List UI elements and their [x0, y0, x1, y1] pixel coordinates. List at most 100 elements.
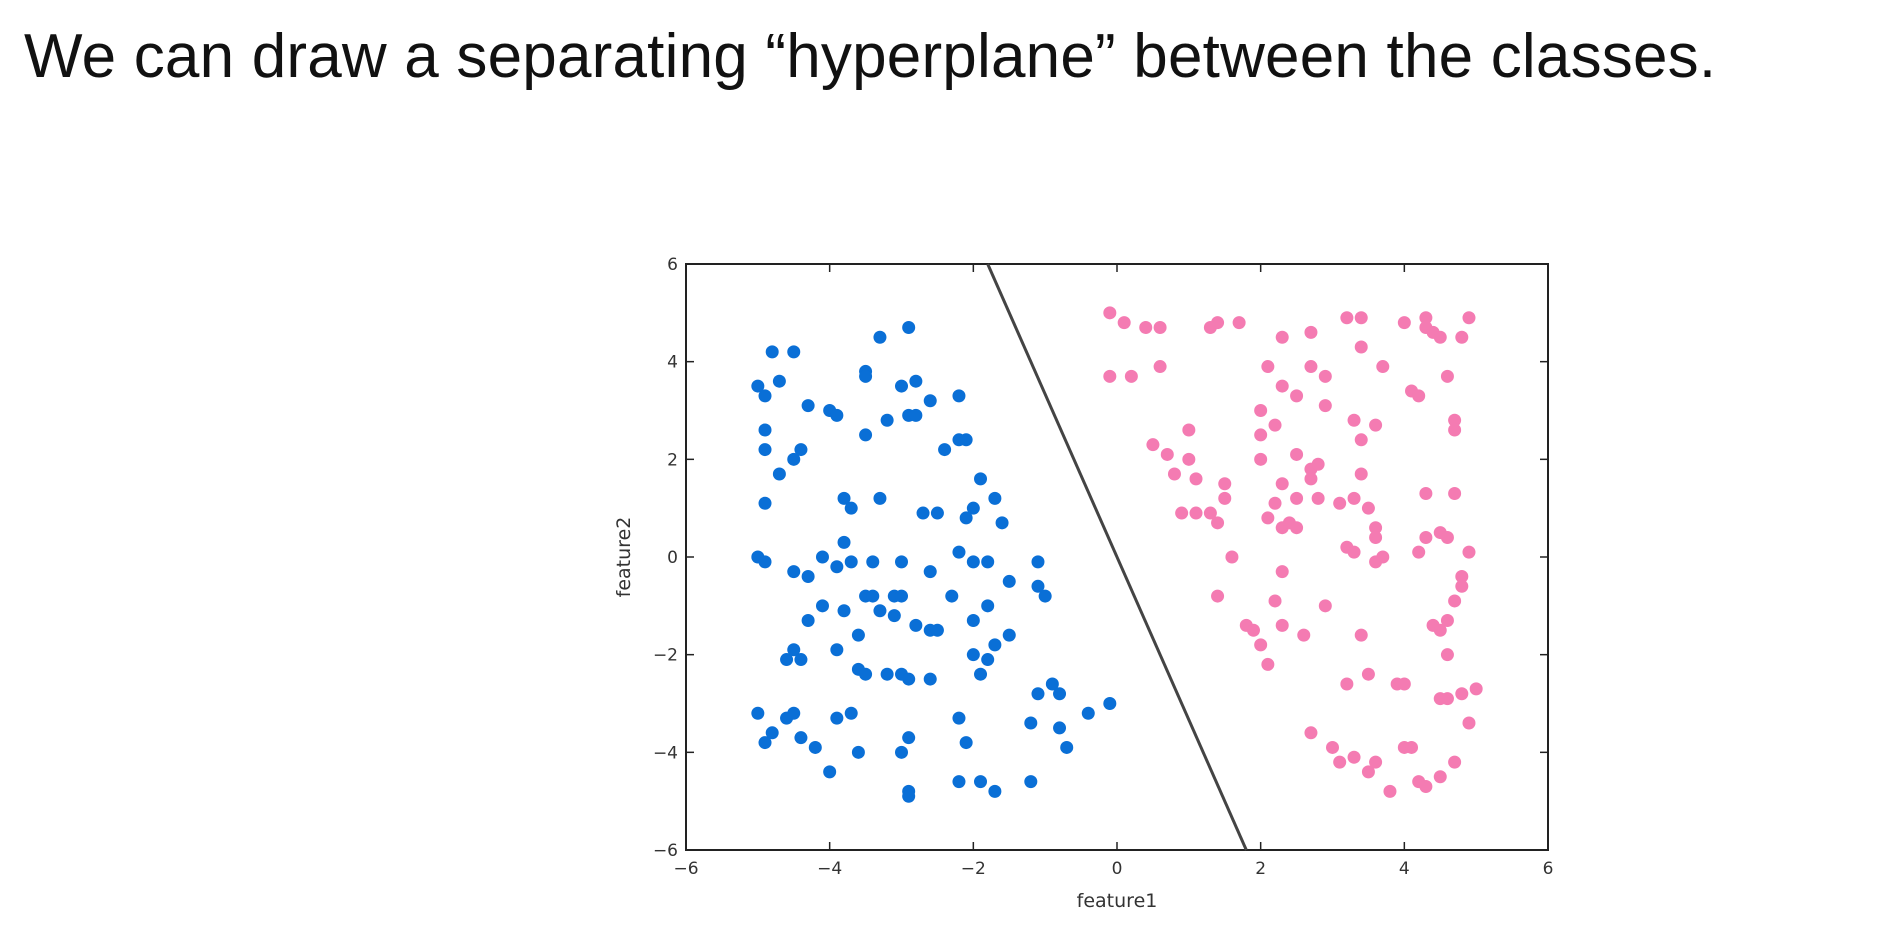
- data-point: [1347, 545, 1361, 559]
- y-tick-label: 0: [667, 548, 678, 568]
- data-point: [1117, 316, 1131, 330]
- data-point: [1419, 311, 1433, 325]
- data-point: [1455, 330, 1469, 344]
- data-point: [952, 711, 966, 725]
- data-point: [1045, 677, 1059, 691]
- data-point: [1060, 740, 1074, 754]
- data-point: [1455, 579, 1469, 593]
- data-point: [1304, 726, 1318, 740]
- data-point: [1203, 506, 1217, 520]
- data-point: [1002, 574, 1016, 588]
- data-point: [808, 740, 822, 754]
- data-point: [1448, 594, 1462, 608]
- data-point: [902, 320, 916, 334]
- data-point: [1419, 530, 1433, 544]
- data-point: [1433, 770, 1447, 784]
- data-point: [1354, 628, 1368, 642]
- data-point: [1419, 487, 1433, 501]
- data-point: [909, 618, 923, 632]
- data-point: [1053, 687, 1067, 701]
- data-point: [1254, 452, 1268, 466]
- data-point: [780, 653, 794, 667]
- data-point: [1053, 721, 1067, 735]
- data-point: [981, 653, 995, 667]
- data-point: [1254, 638, 1268, 652]
- data-point: [1318, 369, 1332, 383]
- data-point: [830, 560, 844, 574]
- data-point: [1433, 623, 1447, 637]
- data-point: [1455, 687, 1469, 701]
- data-point: [1318, 399, 1332, 413]
- data-point: [837, 491, 851, 505]
- data-point: [830, 711, 844, 725]
- y-tick-label: 2: [667, 450, 678, 470]
- data-point: [1254, 404, 1268, 417]
- data-point: [880, 667, 894, 681]
- y-axis-label: feature2: [613, 517, 635, 598]
- data-point: [837, 604, 851, 618]
- data-point: [1031, 579, 1045, 593]
- data-point: [758, 555, 772, 569]
- data-point: [1211, 316, 1225, 330]
- data-point: [1261, 511, 1275, 525]
- data-point: [1175, 506, 1189, 520]
- data-point: [1103, 697, 1117, 710]
- data-point: [794, 653, 808, 667]
- data-point: [959, 736, 973, 750]
- data-point: [844, 555, 858, 569]
- data-point: [1153, 320, 1167, 334]
- data-point: [844, 501, 858, 515]
- data-point: [873, 604, 887, 618]
- data-point: [837, 535, 851, 549]
- data-point: [1361, 501, 1375, 515]
- data-point: [1448, 487, 1462, 501]
- data-point: [758, 736, 772, 750]
- x-axis-ticks: −6 −4 −2 0 2 4 6: [673, 264, 1553, 879]
- data-point: [1304, 472, 1318, 486]
- data-point: [1369, 418, 1383, 432]
- data-point: [1440, 648, 1454, 662]
- data-point: [966, 648, 980, 662]
- data-point: [1261, 657, 1275, 671]
- data-point: [1462, 545, 1476, 559]
- data-point: [1153, 360, 1167, 374]
- data-point: [1297, 628, 1311, 642]
- data-point: [765, 345, 779, 359]
- data-point: [1002, 628, 1016, 642]
- x-tick-label: 2: [1255, 859, 1266, 879]
- data-point: [1369, 530, 1383, 544]
- data-point: [1448, 413, 1462, 427]
- data-point: [758, 496, 772, 510]
- data-point: [1412, 389, 1426, 403]
- separating-hyperplane: [986, 263, 1248, 851]
- data-point: [1275, 618, 1289, 632]
- data-point: [1383, 784, 1397, 798]
- data-point: [923, 565, 937, 579]
- data-point: [1433, 330, 1447, 344]
- data-point: [844, 706, 858, 720]
- data-point: [1376, 550, 1390, 564]
- data-point: [1024, 716, 1038, 730]
- data-point: [859, 667, 873, 681]
- data-point: [787, 643, 801, 657]
- data-point: [794, 443, 808, 457]
- y-tick-label: −2: [653, 646, 678, 666]
- data-point: [1218, 477, 1232, 491]
- data-point: [1103, 306, 1117, 320]
- data-point: [1347, 750, 1361, 764]
- data-point: [1182, 452, 1196, 466]
- data-point: [1268, 496, 1282, 510]
- data-point: [1268, 594, 1282, 608]
- data-point: [1347, 491, 1361, 505]
- data-point: [1462, 311, 1476, 325]
- y-tick-label: 6: [667, 255, 678, 275]
- data-point: [1440, 369, 1454, 383]
- data-point: [974, 472, 988, 486]
- data-point: [758, 389, 772, 403]
- data-point: [1369, 755, 1383, 769]
- data-point: [1304, 325, 1318, 339]
- data-point: [1397, 316, 1411, 330]
- data-point: [1139, 320, 1153, 334]
- data-point: [952, 775, 966, 789]
- data-point: [830, 408, 844, 422]
